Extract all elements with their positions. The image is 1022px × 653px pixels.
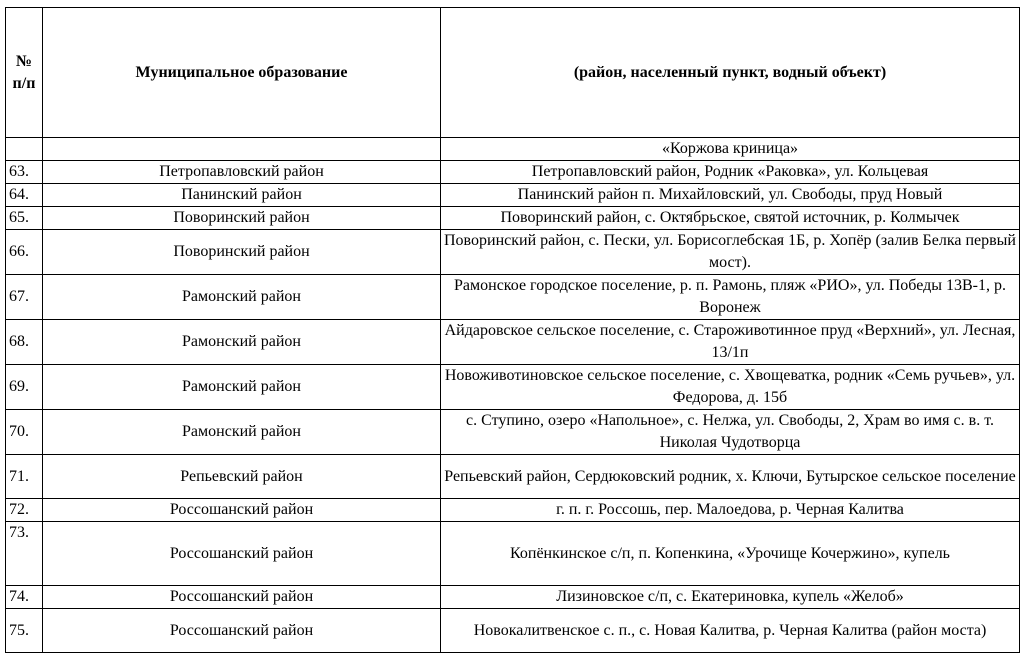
cell-municipality: Поворинский район bbox=[42, 229, 441, 275]
cell-location: Новоживотиновское сельское поселение, с.… bbox=[440, 364, 1020, 410]
cell-location: Рамонское городское поселение, р. п. Рам… bbox=[440, 274, 1020, 320]
header-num: № п/п bbox=[5, 7, 43, 138]
cell-location: Поворинский район, с. Пески, ул. Борисог… bbox=[440, 229, 1020, 275]
table-row: 67. Рамонский район Рамонское городское по… bbox=[5, 274, 1020, 320]
table-row: 71. Репьевский район Репьевский район, Сер… bbox=[5, 454, 1020, 499]
cell-municipality: Рамонский район bbox=[42, 409, 441, 455]
table-row: 65. Поворинский район Поворинский район, с… bbox=[5, 206, 1020, 230]
table-row: 68. Рамонский район Айдаровское сельское п… bbox=[5, 319, 1020, 365]
table-row: 73. Россошанский район Копёнкинское с/п, п… bbox=[5, 521, 1020, 586]
cell-municipality: Рамонский район bbox=[42, 274, 441, 320]
cell-municipality: Россошанский район bbox=[42, 585, 441, 609]
table-row: 75. Россошанский район Новокалитвенское с.… bbox=[5, 608, 1020, 653]
table-row: 74. Россошанский район Лизиновское с/п, с.… bbox=[5, 585, 1020, 609]
cell-num: 73. bbox=[5, 521, 43, 586]
cell-location: г. п. г. Россошь, пер. Малоедова, р. Чер… bbox=[440, 498, 1020, 522]
cell-num: 75. bbox=[5, 608, 43, 653]
cell-num: 72. bbox=[5, 498, 43, 522]
table-row: «Коржова криница» bbox=[5, 137, 1020, 161]
cell-municipality: Россошанский район bbox=[42, 498, 441, 522]
cell-location: Лизиновское с/п, с. Екатериновка, купель… bbox=[440, 585, 1020, 609]
header-municipality: Муниципальное образование bbox=[42, 7, 441, 138]
places-table: № п/п Муниципальное образование (район, … bbox=[5, 7, 1020, 653]
cell-municipality: Панинский район bbox=[42, 183, 441, 207]
cell-location: Айдаровское сельское поселение, с. Старо… bbox=[440, 319, 1020, 365]
header-row: № п/п Муниципальное образование (район, … bbox=[5, 7, 1020, 138]
cell-num: 70. bbox=[5, 409, 43, 455]
cell-municipality: Россошанский район bbox=[42, 521, 441, 586]
cell-municipality bbox=[42, 137, 441, 161]
cell-num: 71. bbox=[5, 454, 43, 499]
cell-num: 74. bbox=[5, 585, 43, 609]
table-row: 70. Рамонский район с. Ступино, озеро «Нап… bbox=[5, 409, 1020, 455]
cell-location: Поворинский район, с. Октябрьское, свято… bbox=[440, 206, 1020, 230]
cell-num: 66. bbox=[5, 229, 43, 275]
cell-municipality: Петропавловский район bbox=[42, 160, 441, 184]
cell-num bbox=[5, 137, 43, 161]
cell-municipality: Рамонский район bbox=[42, 364, 441, 410]
cell-num: 67. bbox=[5, 274, 43, 320]
cell-location: Панинский район п. Михайловский, ул. Сво… bbox=[440, 183, 1020, 207]
table-row: 63. Петропавловский район Петропавловский … bbox=[5, 160, 1020, 184]
cell-location: Петропавловский район, Родник «Раковка»,… bbox=[440, 160, 1020, 184]
table-row: 66. Поворинский район Поворинский район, с… bbox=[5, 229, 1020, 275]
header-location: (район, населенный пункт, водный объект) bbox=[440, 7, 1020, 138]
cell-municipality: Россошанский район bbox=[42, 608, 441, 653]
cell-municipality: Поворинский район bbox=[42, 206, 441, 230]
cell-location: Репьевский район, Сердюковский родник, х… bbox=[440, 454, 1020, 499]
cell-num: 63. bbox=[5, 160, 43, 184]
cell-municipality: Репьевский район bbox=[42, 454, 441, 499]
cell-location: «Коржова криница» bbox=[440, 137, 1020, 161]
table-row: 69. Рамонский район Новоживотиновское сель… bbox=[5, 364, 1020, 410]
cell-num: 65. bbox=[5, 206, 43, 230]
cell-num: 68. bbox=[5, 319, 43, 365]
cell-location: Новокалитвенское с. п., с. Новая Калитва… bbox=[440, 608, 1020, 653]
cell-num: 69. bbox=[5, 364, 43, 410]
cell-location: с. Ступино, озеро «Напольное», с. Нелжа,… bbox=[440, 409, 1020, 455]
cell-location: Копёнкинское с/п, п. Копенкина, «Урочище… bbox=[440, 521, 1020, 586]
table-row: 64. Панинский район Панинский район п. Мих… bbox=[5, 183, 1020, 207]
cell-num: 64. bbox=[5, 183, 43, 207]
table-row: 72. Россошанский район г. п. г. Россошь, п… bbox=[5, 498, 1020, 522]
cell-municipality: Рамонский район bbox=[42, 319, 441, 365]
